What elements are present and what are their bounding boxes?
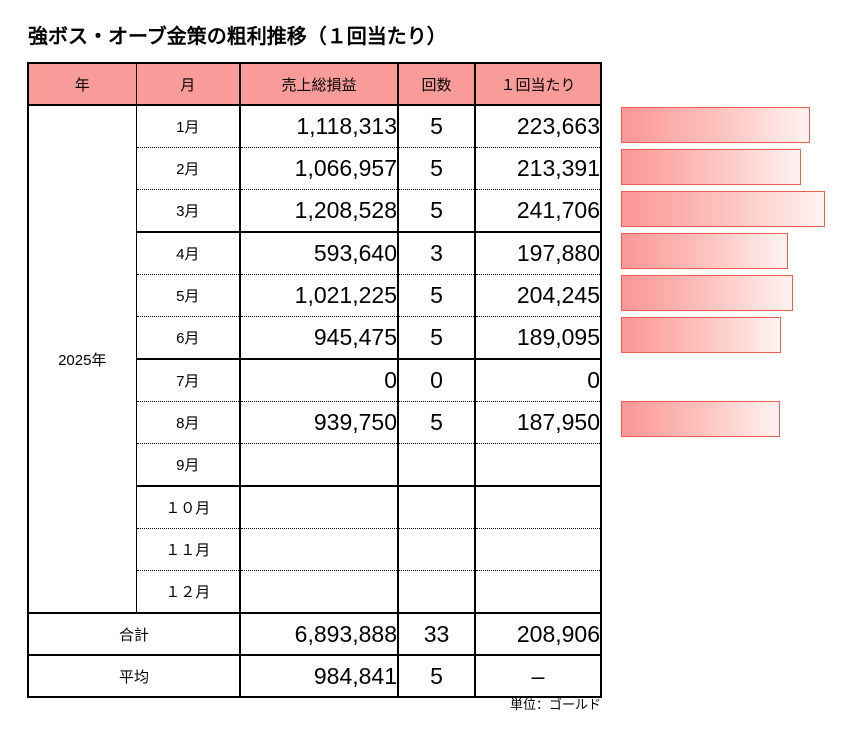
- gross-cell: 939,750: [240, 401, 399, 444]
- count-cell: 0: [398, 358, 476, 402]
- month-cell: 3月: [136, 189, 241, 232]
- per-run-cell: 223,663: [516, 113, 600, 139]
- per-run-cell: [475, 485, 601, 529]
- unit-note: 単位：ゴールド: [509, 697, 601, 712]
- count-cell: [398, 485, 476, 529]
- data-bar: [621, 275, 793, 311]
- gross-cell: [240, 443, 399, 486]
- year-cell: 2025年: [28, 105, 137, 613]
- gross-cell: 1,021,225: [240, 274, 399, 317]
- table-row: 4月 593,640 3 197,880: [28, 231, 601, 275]
- gross-cell: [240, 528, 399, 571]
- table-row: 5月 1,021,225 5 204,245: [28, 274, 601, 317]
- gross-cell: 6,893,888: [240, 612, 399, 655]
- per-run-cell: [475, 528, 601, 571]
- table-row: １２月: [28, 570, 601, 613]
- col-header-year: 年: [28, 63, 137, 106]
- per-run-cell: 241,706: [475, 189, 601, 232]
- month-cell: 1月: [136, 105, 241, 148]
- month-cell: 4月: [136, 231, 241, 275]
- month-cell: １２月: [136, 570, 241, 613]
- gross-cell: 945,475: [240, 316, 399, 359]
- gross-cell: 1,208,528: [240, 189, 399, 232]
- gross-cell: 1,118,313: [240, 105, 399, 148]
- count-cell: 5: [398, 105, 476, 148]
- col-header-count: 回数: [398, 63, 476, 106]
- data-bar: [621, 401, 780, 437]
- count-cell: 5: [398, 316, 476, 359]
- gross-cell: [240, 485, 399, 529]
- count-cell: [398, 570, 476, 613]
- count-cell: 5: [398, 654, 476, 697]
- count-cell: [398, 443, 476, 486]
- profit-table: 年 月 売上総損益 回数 １回当たり 2025年 1月 1,118,313 5 …: [27, 62, 602, 698]
- table-row: 9月: [28, 443, 601, 486]
- page-title: 強ボス・オーブ金策の粗利推移（１回当たり）: [28, 26, 447, 48]
- month-cell: 2月: [136, 147, 241, 190]
- count-cell: 5: [398, 274, 476, 317]
- gross-cell: 984,841: [240, 654, 399, 697]
- average-label: 平均: [28, 654, 241, 697]
- total-label: 合計: [28, 612, 241, 655]
- month-cell: １０月: [136, 485, 241, 529]
- per-run-cell: 189,095: [475, 316, 601, 359]
- table-row: 3月 1,208,528 5 241,706: [28, 189, 601, 232]
- data-bar: [621, 191, 825, 227]
- count-cell: 33: [398, 612, 476, 655]
- month-cell: 6月: [136, 316, 241, 359]
- header-row: 年 月 売上総損益 回数 １回当たり: [28, 63, 601, 106]
- month-cell: 8月: [136, 401, 241, 444]
- month-cell: １１月: [136, 528, 241, 571]
- data-bar: [621, 317, 781, 353]
- gross-cell: 1,066,957: [240, 147, 399, 190]
- count-cell: 3: [398, 231, 476, 275]
- gross-cell: 0: [240, 358, 399, 402]
- count-cell: 5: [398, 189, 476, 232]
- gross-cell: 593,640: [240, 231, 399, 275]
- data-bar: [621, 107, 810, 143]
- table-row: １１月: [28, 528, 601, 571]
- data-bar: [621, 233, 788, 269]
- count-cell: 5: [398, 147, 476, 190]
- per-run-cell: –: [475, 654, 601, 697]
- gross-cell: [240, 570, 399, 613]
- per-run-cell: [475, 570, 601, 613]
- per-run-cell: 0: [475, 358, 601, 402]
- month-cell: 7月: [136, 358, 241, 402]
- total-row: 合計 6,893,888 33 208,906: [28, 612, 601, 655]
- average-row: 平均 984,841 5 –: [28, 654, 601, 697]
- col-header-month: 月: [136, 63, 241, 106]
- month-cell: 9月: [136, 443, 241, 486]
- per-run-cell: 204,245: [475, 274, 601, 317]
- per-run-cell: 213,391: [475, 147, 601, 190]
- table-row: 6月 945,475 5 189,095: [28, 316, 601, 359]
- table-row: １０月: [28, 485, 601, 529]
- count-cell: [398, 528, 476, 571]
- table-row: 2月 1,066,957 5 213,391: [28, 147, 601, 190]
- month-cell: 5月: [136, 274, 241, 317]
- per-run-cell: 187,950: [475, 401, 601, 444]
- count-cell: 5: [398, 401, 476, 444]
- per-run-cell: [475, 443, 601, 486]
- table-row: 2025年 1月 1,118,313 5 223,663: [28, 105, 601, 613]
- table-row: 7月 0 0 0: [28, 358, 601, 402]
- table-row: 8月 939,750 5 187,950: [28, 401, 601, 444]
- col-header-per-run: １回当たり: [475, 63, 601, 106]
- per-run-cell: 197,880: [475, 231, 601, 275]
- col-header-gross: 売上総損益: [240, 63, 399, 106]
- per-run-cell: 208,906: [475, 612, 601, 655]
- data-bar: [621, 149, 801, 185]
